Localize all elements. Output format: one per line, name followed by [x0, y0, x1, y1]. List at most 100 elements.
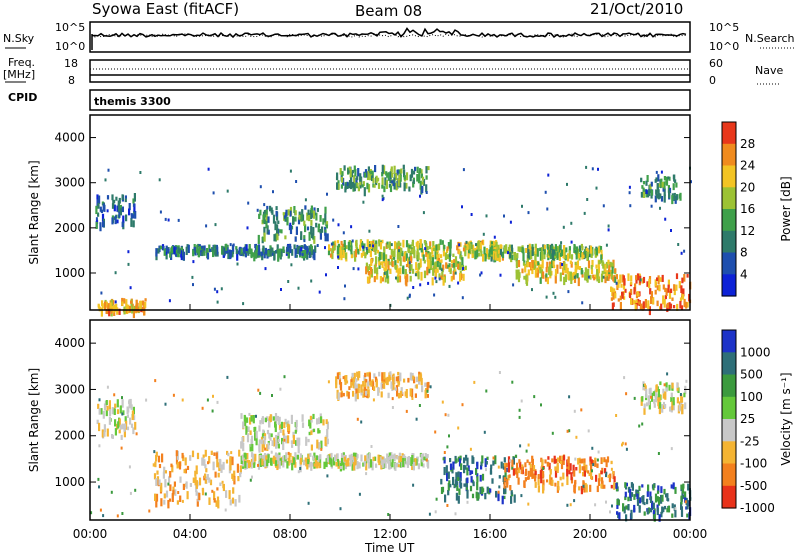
- echo-cell: [464, 247, 467, 255]
- echo-cell: [381, 164, 384, 174]
- echo-cell: [294, 216, 297, 222]
- echo-cell: [658, 514, 661, 522]
- echo-cell: [270, 450, 273, 454]
- echo-cell: [125, 304, 128, 311]
- echo-cell: [447, 413, 450, 417]
- echo-cell: [237, 250, 241, 255]
- echo-cell: [133, 305, 136, 310]
- echo-cell: [661, 274, 664, 283]
- echo-cell: [459, 477, 462, 484]
- echo-cell: [664, 295, 667, 300]
- echo-cell: [548, 266, 551, 275]
- echo-cell: [170, 463, 173, 468]
- echo-cell: [512, 468, 515, 476]
- echo-cell: [219, 459, 222, 469]
- echo-cell: [375, 242, 378, 252]
- echo-cell: [144, 301, 147, 309]
- echo-cell: [647, 192, 650, 198]
- echo-cell: [663, 299, 666, 308]
- echo-cell: [282, 212, 285, 216]
- echo-cell: [308, 419, 311, 427]
- echo-cell: [278, 454, 281, 463]
- echo-cell: [459, 261, 462, 271]
- echo-cell: [582, 480, 585, 489]
- echo-cell: [681, 277, 684, 284]
- echo-cell: [539, 251, 542, 261]
- echo-cell: [307, 438, 310, 443]
- echo-cell: [531, 260, 534, 269]
- echo-cell: [344, 252, 347, 260]
- echo-cell: [270, 433, 273, 438]
- echo-cell: [563, 245, 566, 252]
- echo-cell: [507, 251, 509, 255]
- echo-cell: [241, 454, 244, 461]
- echo-cell: [290, 263, 293, 267]
- echo-cell: [355, 388, 358, 394]
- echo-cell: [214, 471, 217, 478]
- echo-cell: [611, 287, 614, 297]
- echo-cell: [342, 250, 345, 259]
- echo-cell: [275, 210, 278, 217]
- echo-cell: [670, 397, 673, 403]
- echo-cell: [360, 252, 363, 258]
- echo-cell: [105, 410, 108, 417]
- echo-cell: [597, 266, 600, 274]
- echo-cell: [655, 384, 658, 391]
- echo-cell: [675, 182, 678, 188]
- echo-cell: [339, 250, 342, 259]
- echo-cell: [534, 243, 537, 249]
- echo-cell: [353, 372, 356, 380]
- echo-cell: [637, 292, 640, 297]
- echo-cell: [434, 261, 437, 270]
- echo-cell: [511, 459, 514, 467]
- echo-cell: [396, 169, 399, 176]
- echo-cell: [562, 472, 565, 480]
- echo-cell: [477, 252, 481, 257]
- echo-cell: [379, 276, 382, 284]
- echo-cell: [651, 500, 654, 510]
- echo-cell: [310, 208, 313, 212]
- echo-cell: [472, 249, 475, 258]
- echo-cell: [417, 271, 420, 280]
- echo-cell: [248, 461, 252, 468]
- echo-cell: [441, 400, 444, 404]
- echo-cell: [586, 270, 589, 278]
- echo-cell: [681, 294, 685, 300]
- echo-cell: [207, 167, 210, 171]
- echo-cell: [679, 192, 682, 201]
- colorbar-swatch: [722, 441, 736, 465]
- echo-cell: [372, 398, 375, 402]
- echo-cell: [307, 209, 310, 216]
- echo-cell: [479, 273, 482, 277]
- echo-cell: [236, 252, 239, 261]
- echo-cell: [481, 455, 484, 464]
- echo-cell: [510, 490, 513, 495]
- echo-cell: [663, 488, 666, 495]
- echo-cell: [482, 232, 485, 236]
- echo-cell: [289, 210, 292, 217]
- echo-cell: [399, 267, 402, 275]
- echo-cell: [481, 473, 485, 481]
- echo-cell: [110, 490, 113, 494]
- echo-cell: [268, 423, 271, 428]
- echo-cell: [306, 212, 309, 221]
- echo-cell: [225, 459, 229, 464]
- echo-cell: [192, 250, 195, 255]
- echo-cell: [245, 461, 248, 470]
- echo-cell: [654, 395, 657, 403]
- echo-cell: [300, 245, 303, 249]
- echo-cell: [668, 384, 671, 391]
- echo-cell: [370, 267, 373, 275]
- echo-cell: [578, 464, 581, 474]
- echo-cell: [617, 298, 620, 302]
- echo-cell: [397, 382, 400, 387]
- echo-cell: [155, 248, 158, 257]
- echo-cell: [446, 472, 449, 482]
- echo-cell: [243, 246, 246, 254]
- echo-cell: [590, 470, 593, 480]
- echo-cell: [257, 388, 260, 392]
- echo-cell: [295, 254, 298, 258]
- echo-cell: [203, 459, 206, 466]
- echo-cell: [97, 202, 100, 209]
- echo-cell: [411, 239, 414, 247]
